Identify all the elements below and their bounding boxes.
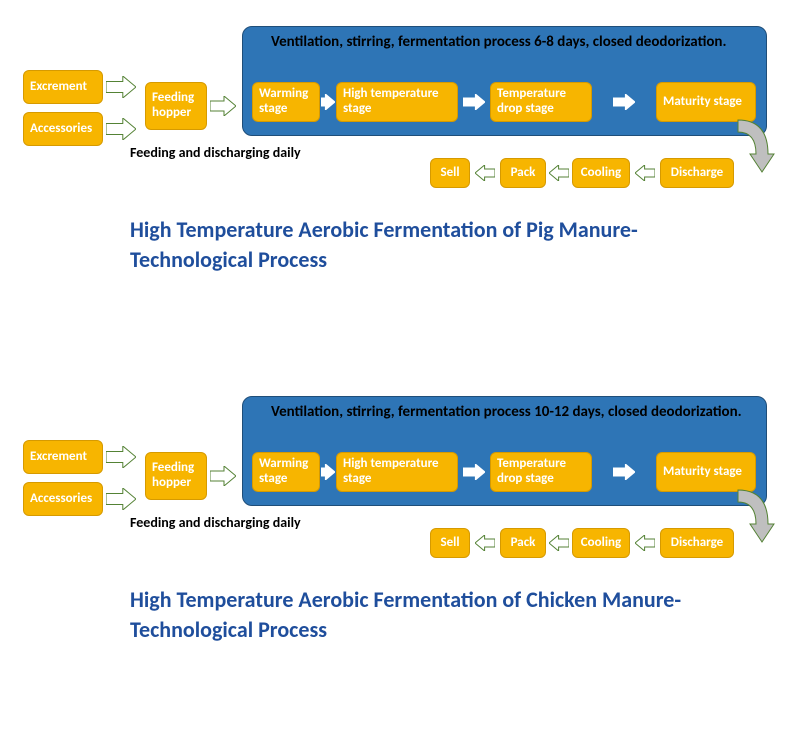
feeding-caption: Feeding and discharging daily xyxy=(130,144,301,161)
sell-box: Sell xyxy=(430,528,470,558)
temp-drop-stage-label: Temperature drop stage xyxy=(497,87,585,117)
pack-box: Pack xyxy=(500,158,546,188)
excrement-label: Excrement xyxy=(30,80,87,95)
high-temp-stage-label: High temperature stage xyxy=(343,87,451,117)
accessories-label: Accessories xyxy=(30,492,92,507)
warming-stage-label: Warming stage xyxy=(259,457,313,487)
discharge-box: Discharge xyxy=(660,528,734,558)
high-temp-stage-box: High temperature stage xyxy=(336,82,458,122)
diagram-title: High Temperature Aerobic Fermentation of… xyxy=(130,215,690,274)
excrement-label: Excrement xyxy=(30,450,87,465)
feeding-hopper-box: Feeding hopper xyxy=(145,452,207,500)
temp-drop-stage-label: Temperature drop stage xyxy=(497,457,585,487)
temp-drop-stage-box: Temperature drop stage xyxy=(490,82,592,122)
diagram-title: High Temperature Aerobic Fermentation of… xyxy=(130,585,690,644)
accessories-box: Accessories xyxy=(23,482,103,516)
accessories-box: Accessories xyxy=(23,112,103,146)
pack-label: Pack xyxy=(511,536,536,551)
feeding-hopper-box: Feeding hopper xyxy=(145,82,207,130)
maturity-stage-label: Maturity stage xyxy=(663,95,742,110)
diagram-1: Excrement Accessories Feeding hopper Ven… xyxy=(0,390,800,690)
excrement-box: Excrement xyxy=(23,70,103,104)
feeding-caption: Feeding and discharging daily xyxy=(130,514,301,531)
discharge-box: Discharge xyxy=(660,158,734,188)
fermentation-header: Ventilation, stirring, fermentation proc… xyxy=(243,397,766,424)
warming-stage-box: Warming stage xyxy=(252,82,320,122)
warming-stage-box: Warming stage xyxy=(252,452,320,492)
maturity-stage-label: Maturity stage xyxy=(663,465,742,480)
cooling-label: Cooling xyxy=(581,536,621,551)
feeding-hopper-label: Feeding hopper xyxy=(152,461,200,491)
cooling-label: Cooling xyxy=(581,166,621,181)
sell-box: Sell xyxy=(430,158,470,188)
sell-label: Sell xyxy=(440,166,459,181)
pack-label: Pack xyxy=(511,166,536,181)
accessories-label: Accessories xyxy=(30,122,92,137)
discharge-label: Discharge xyxy=(671,166,723,181)
temp-drop-stage-box: Temperature drop stage xyxy=(490,452,592,492)
high-temp-stage-label: High temperature stage xyxy=(343,457,451,487)
feeding-hopper-label: Feeding hopper xyxy=(152,91,200,121)
cooling-box: Cooling xyxy=(572,528,630,558)
high-temp-stage-box: High temperature stage xyxy=(336,452,458,492)
sell-label: Sell xyxy=(440,536,459,551)
fermentation-header: Ventilation, stirring, fermentation proc… xyxy=(243,27,766,54)
diagram-0: Excrement Accessories Feeding hopper Ven… xyxy=(0,20,800,320)
discharge-label: Discharge xyxy=(671,536,723,551)
warming-stage-label: Warming stage xyxy=(259,87,313,117)
pack-box: Pack xyxy=(500,528,546,558)
excrement-box: Excrement xyxy=(23,440,103,474)
cooling-box: Cooling xyxy=(572,158,630,188)
